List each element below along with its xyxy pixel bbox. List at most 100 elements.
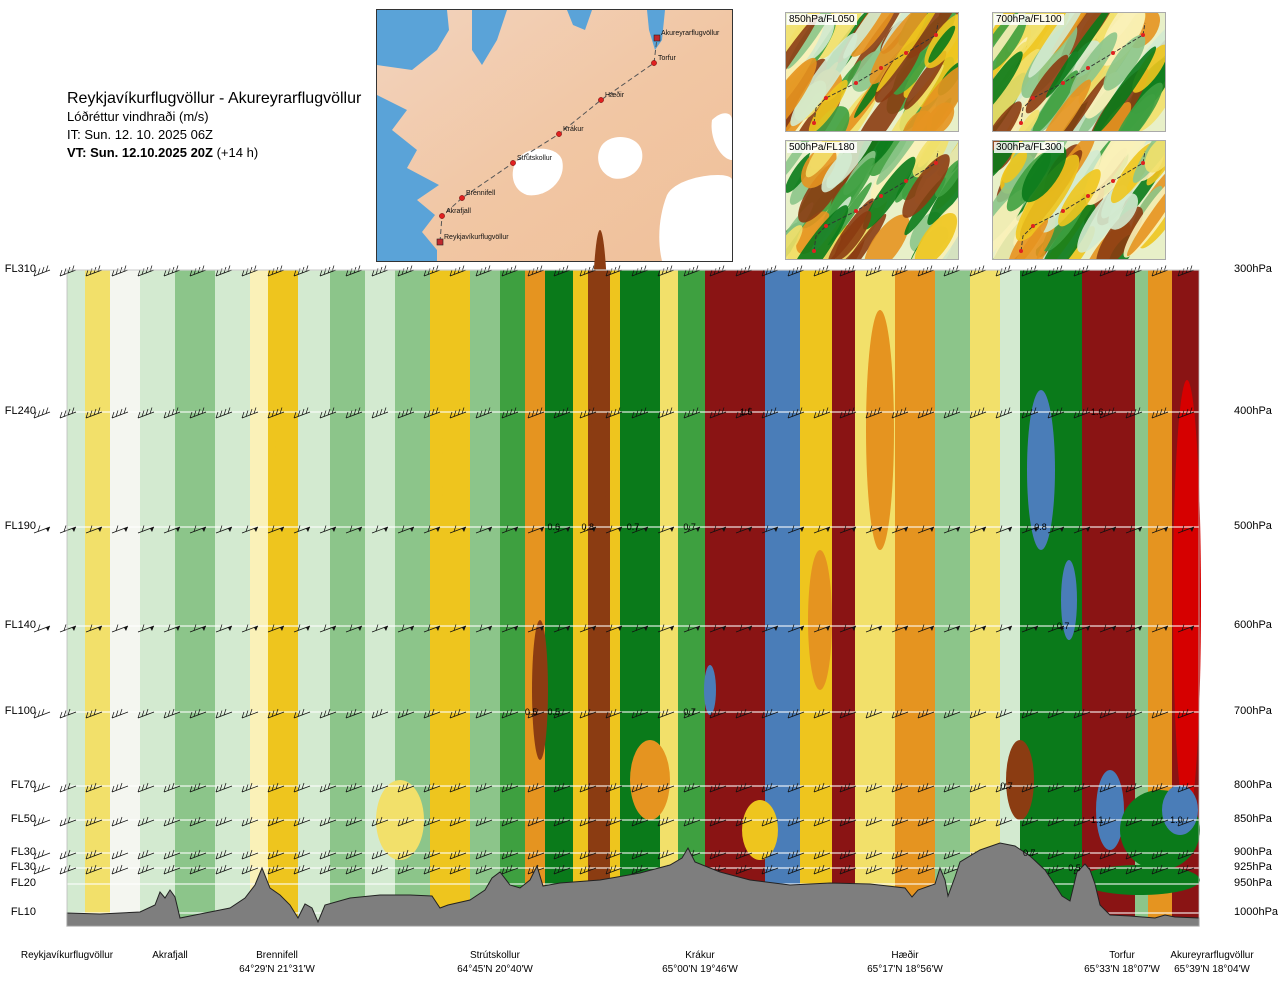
wind-barb (111, 849, 129, 860)
wind-barb (33, 816, 51, 827)
wind-barb (345, 407, 363, 419)
map-place: Reykjavíkurflugvöllur (436, 234, 509, 246)
wind-barb (943, 864, 961, 875)
wind-barb (735, 864, 753, 875)
wind-barb (761, 864, 779, 875)
wind-barb (111, 864, 129, 875)
wind-barb (995, 624, 1013, 633)
wind-barb (969, 525, 987, 534)
wind-barb (33, 708, 51, 719)
wind-barb (553, 816, 571, 827)
pressure-level-label: 300hPa (1234, 263, 1272, 275)
mini-map-850-label: 850hPa/FL050 (787, 14, 857, 25)
wind-barb (1021, 525, 1039, 534)
wind-barb (475, 624, 493, 633)
wind-barb (1047, 525, 1065, 534)
wind-barb (891, 624, 909, 633)
wind-barb (449, 816, 467, 827)
wind-barb (267, 265, 285, 277)
wind-barb (189, 816, 207, 827)
chart-header: Reykjavíkurflugvöllur - Akureyrarflugvöl… (67, 90, 361, 162)
wind-barb (865, 525, 883, 534)
wind-barb (215, 708, 233, 719)
wind-barb (735, 816, 753, 827)
wind-barb (319, 782, 337, 793)
wind-barb (527, 624, 545, 633)
wind-barb (761, 816, 779, 827)
wind-barb (631, 525, 649, 534)
pressure-level-label: 800hPa (1234, 779, 1272, 791)
wind-barb (605, 525, 623, 534)
velocity-core (532, 620, 548, 760)
wind-barb (969, 708, 987, 719)
wind-barb (501, 624, 519, 633)
velocity-core (442, 320, 468, 620)
wind-barb (1047, 816, 1065, 827)
wind-barb (1099, 816, 1117, 827)
wind-barb (423, 624, 441, 633)
wind-barb (553, 849, 571, 860)
contour-label: 0.8 (1034, 522, 1047, 532)
wind-barb (579, 849, 597, 860)
velocity-band (330, 270, 365, 926)
wind-barb (787, 525, 805, 534)
wind-barb (657, 782, 675, 793)
velocity-core (1027, 390, 1055, 550)
wind-barb (59, 782, 77, 793)
wind-barb (475, 782, 493, 793)
wind-barb (345, 864, 363, 875)
map-places: Akureyrarflugvöllur Torfur Hæðir Krákur Strú… (436, 30, 720, 246)
wind-barb (163, 864, 181, 875)
wind-barb (917, 816, 935, 827)
wind-barb (267, 849, 285, 860)
flight-level-label: FL70 (10, 779, 36, 791)
wind-barb (917, 782, 935, 793)
wind-barb (137, 265, 155, 277)
wind-barb (85, 782, 103, 793)
wind-barb (189, 624, 207, 633)
wind-barb (735, 624, 753, 633)
wind-barb (865, 407, 883, 419)
wind-barbs (33, 265, 1195, 875)
contour-label: 1.0 (1170, 815, 1183, 825)
wind-barb (501, 708, 519, 719)
velocity-band (525, 270, 545, 926)
wind-barb (787, 782, 805, 793)
wind-barb (475, 407, 493, 419)
wind-barb (1125, 816, 1143, 827)
wind-barb (579, 265, 597, 277)
wind-barb (59, 816, 77, 827)
map-place-label: Akureyrarflugvöllur (661, 30, 720, 37)
pressure-level-label: 900hPa (1234, 846, 1272, 858)
wind-barb (631, 864, 649, 875)
wind-barb (709, 265, 727, 277)
velocity-band (660, 270, 678, 926)
wind-barb (241, 849, 259, 860)
wind-barb (1073, 782, 1091, 793)
wind-barb (735, 708, 753, 719)
velocity-band (970, 270, 1000, 926)
wind-barb (345, 525, 363, 534)
chart-subtitle: Lóðréttur vindhraði (m/s) (67, 109, 209, 124)
mini-map-700-label: 700hPa/FL100 (994, 14, 1064, 25)
wind-barb (787, 816, 805, 827)
wind-barb (33, 624, 51, 633)
wind-barb (241, 525, 259, 534)
velocity-band (1000, 270, 1020, 926)
wind-barb (579, 864, 597, 875)
wind-barb (33, 525, 51, 534)
wind-barb (1125, 708, 1143, 719)
wind-barb (761, 782, 779, 793)
wind-barb (917, 708, 935, 719)
contour-label: 0.7 (683, 707, 696, 717)
velocity-core (552, 450, 568, 830)
contour-label: 0.7 (1023, 848, 1036, 858)
flight-level-label: FL20 (10, 877, 36, 889)
wind-barb (865, 708, 883, 719)
flight-level-label: FL100 (4, 705, 36, 717)
contour-label: 0.7 (627, 522, 640, 532)
wind-barb (85, 525, 103, 534)
wind-barb (1047, 265, 1065, 277)
wind-barb (163, 624, 181, 633)
velocity-core (1061, 560, 1077, 640)
